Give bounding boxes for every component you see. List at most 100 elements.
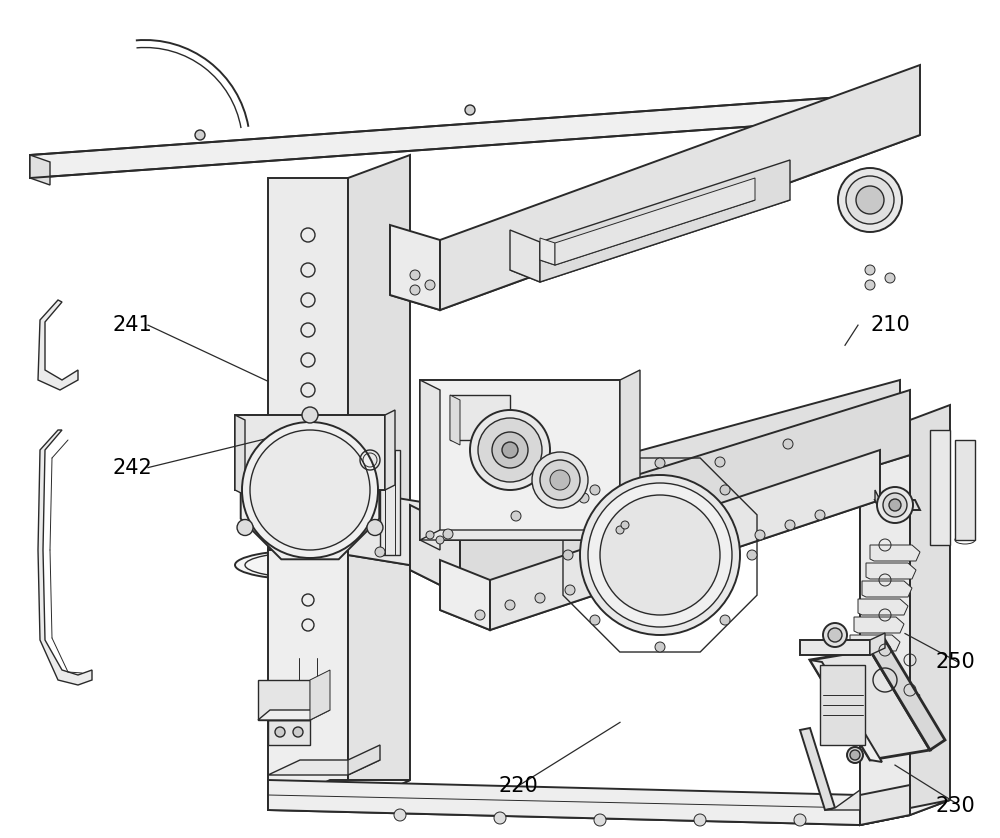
Circle shape [367,520,383,535]
Circle shape [588,483,732,627]
Circle shape [470,410,550,490]
Circle shape [475,610,485,620]
Circle shape [885,273,895,283]
Circle shape [293,727,303,737]
Polygon shape [800,640,870,655]
Polygon shape [410,430,910,595]
Circle shape [195,130,205,140]
Circle shape [478,418,542,482]
Circle shape [550,470,570,490]
Circle shape [502,442,518,458]
Polygon shape [842,671,892,687]
Circle shape [847,747,863,763]
Circle shape [394,809,406,821]
Polygon shape [235,415,385,490]
Circle shape [889,499,901,511]
Polygon shape [860,415,900,825]
Polygon shape [510,188,790,282]
Polygon shape [38,430,92,685]
Polygon shape [450,395,510,440]
Circle shape [375,547,385,557]
Circle shape [694,814,706,826]
Polygon shape [258,710,330,720]
Polygon shape [540,160,790,282]
Circle shape [715,457,725,467]
Polygon shape [420,380,440,550]
Circle shape [511,511,521,521]
Circle shape [877,487,913,523]
Circle shape [580,475,740,635]
Circle shape [856,186,884,214]
Polygon shape [555,178,755,265]
Circle shape [655,642,665,652]
Polygon shape [30,155,50,185]
Polygon shape [855,695,865,700]
Polygon shape [310,670,330,720]
Circle shape [846,176,894,224]
Polygon shape [348,745,380,775]
Polygon shape [850,635,900,651]
Circle shape [242,422,378,558]
Circle shape [494,812,506,824]
Polygon shape [860,785,910,825]
Text: 241: 241 [112,315,152,335]
Circle shape [535,593,545,603]
Polygon shape [930,430,950,545]
Text: 242: 242 [112,458,152,478]
Polygon shape [855,695,920,700]
Polygon shape [510,230,540,282]
Circle shape [823,623,847,647]
Polygon shape [268,720,310,745]
Polygon shape [385,410,395,490]
Polygon shape [268,800,910,825]
Polygon shape [410,505,460,595]
Circle shape [563,550,573,560]
Polygon shape [800,728,835,810]
Circle shape [540,460,580,500]
Polygon shape [875,490,880,510]
Polygon shape [440,560,490,630]
Polygon shape [268,780,410,810]
Polygon shape [440,65,920,310]
Circle shape [815,510,825,520]
Polygon shape [38,300,78,390]
Circle shape [783,439,793,449]
Polygon shape [862,581,912,597]
Circle shape [600,495,720,615]
Polygon shape [870,640,945,750]
Polygon shape [235,415,245,495]
Polygon shape [348,520,410,810]
Text: 230: 230 [935,796,975,816]
Circle shape [865,265,875,275]
Polygon shape [380,450,400,555]
Polygon shape [450,395,460,445]
Circle shape [655,458,665,468]
Circle shape [425,280,435,290]
Circle shape [621,521,629,529]
Polygon shape [810,660,882,762]
Circle shape [590,485,600,495]
Polygon shape [810,650,930,760]
Text: 210: 210 [870,315,910,335]
Circle shape [436,536,444,544]
Polygon shape [268,550,348,810]
Circle shape [647,475,657,485]
Circle shape [532,452,588,508]
Circle shape [865,280,875,290]
Polygon shape [348,430,900,570]
Circle shape [616,526,624,534]
Circle shape [720,615,730,625]
Polygon shape [460,390,910,595]
Polygon shape [440,480,880,630]
Circle shape [794,814,806,826]
Polygon shape [540,195,755,265]
Polygon shape [910,405,950,815]
Circle shape [565,585,575,595]
Circle shape [755,530,765,540]
Polygon shape [846,653,896,669]
Text: 220: 220 [498,776,538,796]
Circle shape [237,520,253,535]
Polygon shape [390,120,920,310]
Polygon shape [875,500,920,510]
Polygon shape [268,178,348,550]
